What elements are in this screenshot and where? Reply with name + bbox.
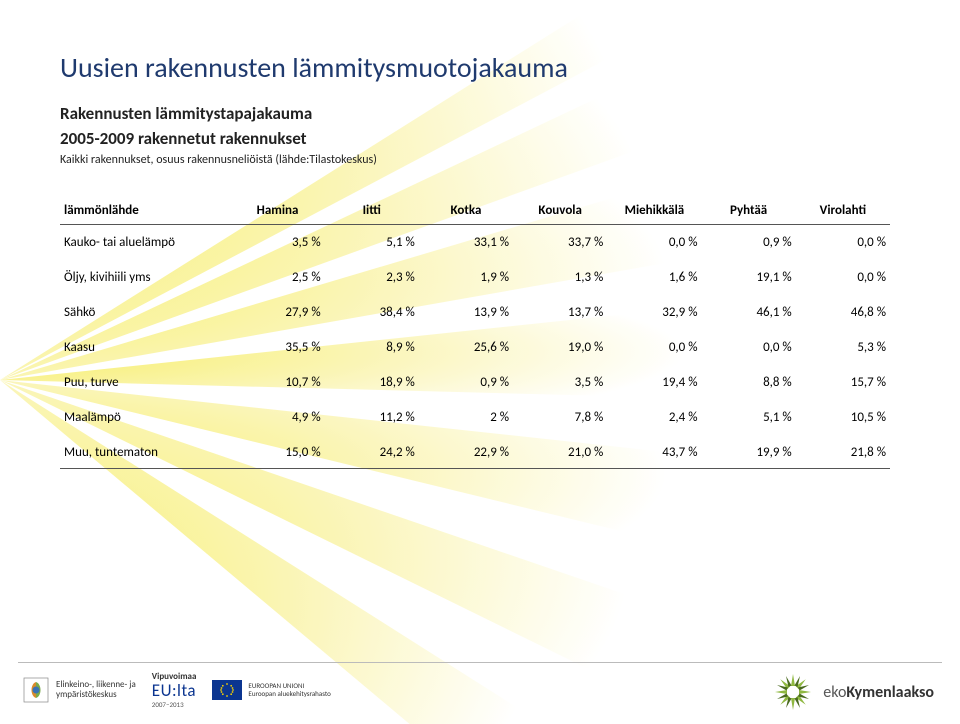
column-header: Kouvola (513, 197, 607, 225)
column-header: Virolahti (796, 197, 890, 225)
cell-value: 18,9 % (325, 365, 419, 400)
cell-value: 0,9 % (419, 365, 513, 400)
eu-logo: EUROOPAN UNIONI Euroopan aluekehitysraha… (212, 680, 330, 700)
eko-suffix: Kymenlaakso (846, 683, 934, 702)
footer: Elinkeino-, liikenne- ja ympäristökeskus… (0, 662, 960, 724)
vipuvoimaa-main: EU:lta (152, 682, 196, 701)
row-label: Kaasu (60, 330, 230, 365)
cell-value: 25,6 % (419, 330, 513, 365)
cell-value: 21,0 % (513, 435, 607, 469)
cell-value: 5,3 % (796, 330, 890, 365)
column-header: Kotka (419, 197, 513, 225)
table-header-row: lämmönlähde HaminaIittiKotkaKouvolaMiehi… (60, 197, 890, 225)
cell-value: 8,8 % (702, 365, 796, 400)
data-table: lämmönlähde HaminaIittiKotkaKouvolaMiehi… (60, 197, 890, 469)
cell-value: 15,0 % (230, 435, 324, 469)
cell-value: 38,4 % (325, 295, 419, 330)
cell-value: 35,5 % (230, 330, 324, 365)
ely-logo-text: Elinkeino-, liikenne- ja ympäristökeskus (56, 680, 136, 700)
cell-value: 0,0 % (607, 330, 701, 365)
table-row: Muu, tuntematon15,0 %24,2 %22,9 %21,0 %4… (60, 435, 890, 469)
eko-burst-icon (771, 670, 815, 714)
cell-value: 3,5 % (230, 225, 324, 261)
cell-value: 0,9 % (702, 225, 796, 261)
cell-value: 13,7 % (513, 295, 607, 330)
cell-value: 13,9 % (419, 295, 513, 330)
table-row: Öljy, kivihiili yms2,5 %2,3 %1,9 %1,3 %1… (60, 260, 890, 295)
row-label: Muu, tuntematon (60, 435, 230, 469)
cell-value: 0,0 % (702, 330, 796, 365)
table-row: Puu, turve10,7 %18,9 %0,9 %3,5 %19,4 %8,… (60, 365, 890, 400)
eu-logo-text: EUROOPAN UNIONI Euroopan aluekehitysraha… (248, 682, 330, 699)
column-header: Hamina (230, 197, 324, 225)
cell-value: 43,7 % (607, 435, 701, 469)
source-caption: Kaikki rakennukset, osuus rakennusneliöi… (60, 153, 900, 167)
eko-brand-text: ekoKymenlaakso (823, 683, 934, 702)
cell-value: 5,1 % (702, 400, 796, 435)
table-row: Maalämpö4,9 %11,2 %2 %7,8 %2,4 %5,1 %10,… (60, 400, 890, 435)
cell-value: 33,1 % (419, 225, 513, 261)
cell-value: 0,0 % (607, 225, 701, 261)
cell-value: 1,6 % (607, 260, 701, 295)
cell-value: 10,5 % (796, 400, 890, 435)
row-label: Öljy, kivihiili yms (60, 260, 230, 295)
cell-value: 15,7 % (796, 365, 890, 400)
row-label: Puu, turve (60, 365, 230, 400)
cell-value: 19,4 % (607, 365, 701, 400)
cell-value: 33,7 % (513, 225, 607, 261)
cell-value: 2 % (419, 400, 513, 435)
footer-divider (18, 662, 942, 663)
cell-value: 2,5 % (230, 260, 324, 295)
eu-flag-icon (212, 680, 242, 700)
cell-value: 46,8 % (796, 295, 890, 330)
slide-content: Uusien rakennusten lämmitysmuotojakauma … (0, 0, 960, 469)
cell-value: 3,5 % (513, 365, 607, 400)
cell-value: 19,1 % (702, 260, 796, 295)
cell-value: 0,0 % (796, 225, 890, 261)
cell-value: 2,4 % (607, 400, 701, 435)
ely-logo: Elinkeino-, liikenne- ja ympäristökeskus (22, 676, 136, 704)
eko-prefix: eko (823, 683, 846, 702)
cell-value: 1,3 % (513, 260, 607, 295)
cell-value: 24,2 % (325, 435, 419, 469)
cell-value: 8,9 % (325, 330, 419, 365)
page-title: Uusien rakennusten lämmitysmuotojakauma (60, 50, 900, 85)
cell-value: 19,9 % (702, 435, 796, 469)
subtitle-years: 2005-2009 rakennetut rakennukset (60, 128, 900, 149)
row-header-label: lämmönlähde (60, 197, 230, 225)
table-body: Kauko- tai aluelämpö3,5 %5,1 %33,1 %33,7… (60, 225, 890, 469)
cell-value: 19,0 % (513, 330, 607, 365)
cell-value: 5,1 % (325, 225, 419, 261)
cell-value: 7,8 % (513, 400, 607, 435)
cell-value: 22,9 % (419, 435, 513, 469)
vipuvoimaa-logo: Vipuvoimaa EU:lta 2007–2013 (152, 672, 197, 708)
column-header: Pyhtää (702, 197, 796, 225)
column-header: Miehikkälä (607, 197, 701, 225)
column-header: Iitti (325, 197, 419, 225)
row-label: Sähkö (60, 295, 230, 330)
row-label: Kauko- tai aluelämpö (60, 225, 230, 261)
cell-value: 11,2 % (325, 400, 419, 435)
row-label: Maalämpö (60, 400, 230, 435)
table-row: Sähkö27,9 %38,4 %13,9 %13,7 %32,9 %46,1 … (60, 295, 890, 330)
footer-logos-left: Elinkeino-, liikenne- ja ympäristökeskus… (22, 672, 331, 708)
cell-value: 1,9 % (419, 260, 513, 295)
subtitle: Rakennusten lämmitystapajakauma (60, 103, 900, 124)
cell-value: 2,3 % (325, 260, 419, 295)
eko-logo: ekoKymenlaakso (771, 670, 934, 714)
cell-value: 10,7 % (230, 365, 324, 400)
cell-value: 4,9 % (230, 400, 324, 435)
cell-value: 27,9 % (230, 295, 324, 330)
cell-value: 0,0 % (796, 260, 890, 295)
cell-value: 32,9 % (607, 295, 701, 330)
cell-value: 21,8 % (796, 435, 890, 469)
ely-icon (22, 676, 50, 704)
cell-value: 46,1 % (702, 295, 796, 330)
table-row: Kauko- tai aluelämpö3,5 %5,1 %33,1 %33,7… (60, 225, 890, 261)
table-row: Kaasu35,5 %8,9 %25,6 %19,0 %0,0 %0,0 %5,… (60, 330, 890, 365)
